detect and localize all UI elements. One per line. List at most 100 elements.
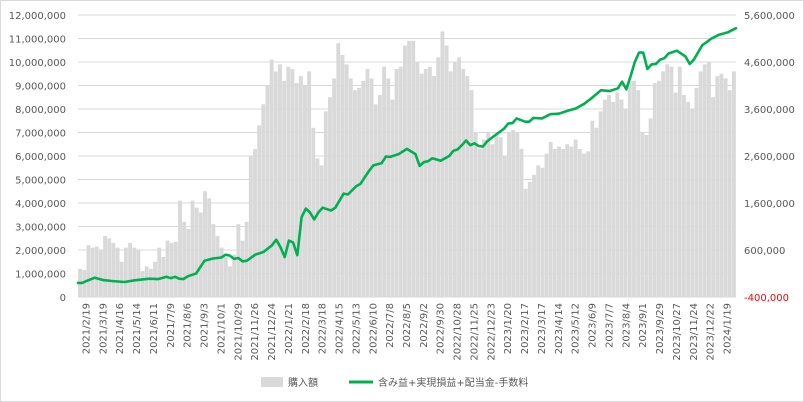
- x-tick-label: 2022/2/18: [301, 303, 312, 354]
- bar: [590, 120, 595, 297]
- x-tick-label: 2021/5/14: [132, 303, 143, 354]
- bar: [723, 78, 728, 297]
- bar: [423, 69, 428, 297]
- x-tick-label: 2022/10/28: [453, 303, 464, 361]
- bar: [586, 151, 591, 297]
- bar: [115, 247, 120, 297]
- legend-swatch-bar: [261, 377, 283, 387]
- legend-label-bar: 購入額: [288, 376, 318, 389]
- bar: [615, 92, 620, 297]
- bar: [507, 132, 511, 297]
- x-tick-label: 2022/8/5: [402, 303, 413, 348]
- bar: [702, 64, 707, 297]
- bar: [490, 144, 495, 297]
- bar: [236, 224, 241, 297]
- x-tick-label: 2022/9/2: [419, 303, 430, 348]
- x-tick-label: 2023/10/27: [672, 303, 683, 361]
- bar: [303, 85, 307, 297]
- bar: [207, 198, 212, 297]
- bar: [469, 90, 474, 297]
- bar: [353, 90, 357, 297]
- bar: [477, 148, 482, 297]
- bar: [273, 71, 278, 298]
- x-tick-label: 2023/5/12: [571, 303, 582, 354]
- left-tick-label: 0: [60, 293, 66, 304]
- bar: [632, 80, 636, 297]
- bar: [94, 246, 99, 297]
- bar: [690, 109, 695, 297]
- bar: [86, 245, 91, 297]
- right-tick-label: 1,600,000: [744, 199, 795, 210]
- x-tick-label: 2024/1/19: [723, 303, 734, 354]
- x-tick-label: 2023/8/4: [621, 303, 632, 348]
- bar: [682, 94, 686, 298]
- x-tick-label: 2022/11/25: [469, 303, 480, 361]
- x-tick-label: 2023/3/17: [537, 303, 548, 354]
- bar: [319, 165, 324, 297]
- bar: [432, 76, 437, 297]
- bar: [669, 66, 674, 297]
- x-tick-label: 2022/4/15: [335, 303, 346, 354]
- bar: [498, 137, 503, 297]
- x-tick-label: 2023/9/29: [655, 303, 666, 354]
- bar: [415, 62, 420, 297]
- bar: [565, 144, 570, 297]
- bar: [407, 40, 412, 297]
- x-tick-label: 2021/6/11: [149, 303, 160, 354]
- x-tick-label: 2021/4/16: [115, 303, 126, 354]
- bar: [486, 132, 491, 297]
- bar: [144, 266, 149, 297]
- bar: [652, 83, 657, 298]
- left-tick-label: 3,000,000: [15, 223, 66, 234]
- bar: [307, 71, 312, 298]
- left-tick-label: 9,000,000: [15, 82, 66, 93]
- bar: [82, 269, 87, 297]
- bar: [398, 66, 403, 297]
- bar: [173, 241, 178, 297]
- bar: [215, 235, 220, 297]
- line-series-profit: [76, 26, 738, 285]
- bar: [706, 62, 711, 297]
- bar: [361, 80, 366, 297]
- bar: [107, 238, 112, 297]
- bar: [452, 62, 457, 297]
- bar: [169, 242, 174, 297]
- bar: [140, 271, 145, 297]
- bar: [569, 146, 574, 297]
- bar: [286, 66, 291, 297]
- bar: [90, 247, 95, 297]
- bar: [419, 73, 424, 297]
- bar: [357, 87, 362, 297]
- x-tick-label: 2022/12/23: [486, 303, 497, 361]
- bar: [686, 101, 691, 297]
- bar: [540, 167, 545, 297]
- bar: [648, 118, 653, 298]
- bar: [382, 66, 387, 297]
- right-tick-label: 2,600,000: [744, 152, 795, 163]
- bar: [519, 148, 524, 297]
- x-tick-label: 2022/5/13: [351, 303, 362, 354]
- bar: [544, 153, 549, 297]
- bar: [640, 132, 645, 297]
- left-tick-label: 11,000,000: [9, 35, 66, 46]
- bar: [219, 247, 224, 297]
- bar: [636, 90, 641, 297]
- bar: [157, 247, 162, 297]
- x-tick-label: 2023/7/7: [604, 303, 615, 348]
- bar: [698, 71, 703, 298]
- x-tick-label: 2021/10/29: [233, 303, 244, 361]
- bar: [440, 31, 445, 297]
- bar: [344, 64, 349, 297]
- right-tick-label: -400,000: [744, 293, 789, 304]
- bar: [623, 109, 628, 297]
- x-tick-label: 2022/6/10: [368, 303, 379, 354]
- bar: [511, 130, 516, 297]
- bar: [332, 78, 337, 297]
- x-tick-label: 2021/2/19: [81, 303, 92, 354]
- x-tick-label: 2023/4/14: [554, 303, 565, 354]
- bar: [715, 76, 720, 297]
- bar: [203, 191, 207, 297]
- bar: [240, 240, 245, 297]
- left-tick-label: 8,000,000: [15, 105, 66, 116]
- bar: [444, 45, 449, 297]
